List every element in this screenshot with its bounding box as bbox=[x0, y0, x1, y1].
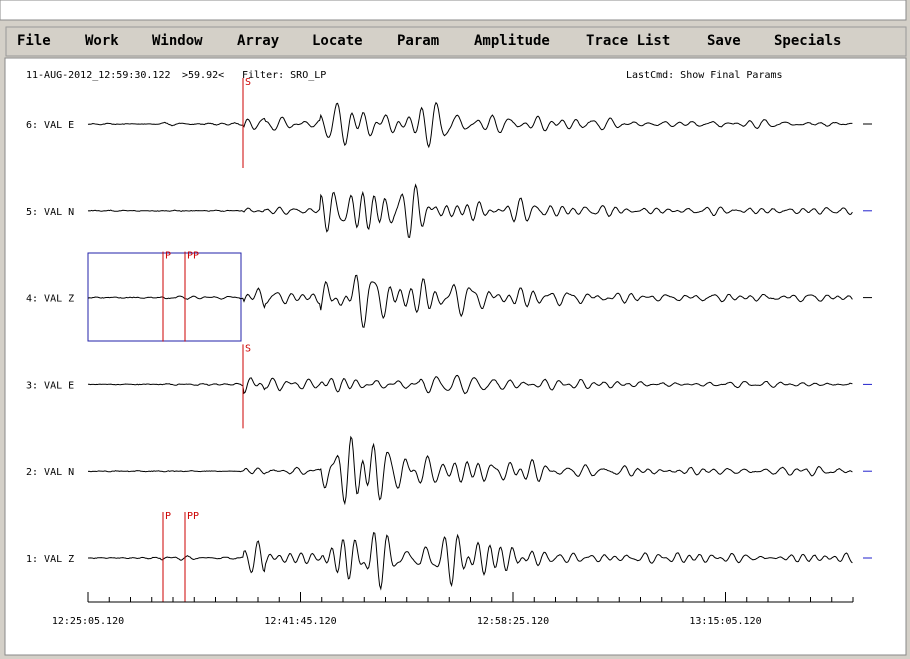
waveform bbox=[87, 183, 853, 239]
waveform bbox=[87, 374, 853, 395]
trace-label: 5: VAL N bbox=[26, 207, 74, 218]
time-label: 12:25:05.120 bbox=[52, 616, 124, 627]
status-filter: Filter: SRO_LP bbox=[242, 70, 326, 81]
waveform bbox=[87, 274, 853, 328]
time-label: 12:58:25.120 bbox=[477, 616, 549, 627]
status-marker: >59.92< bbox=[182, 70, 224, 81]
title-bar bbox=[0, 0, 907, 21]
trace-label: 1: VAL Z bbox=[26, 554, 74, 565]
trace-label: 2: VAL N bbox=[26, 467, 74, 478]
phase-label: S bbox=[245, 77, 251, 88]
trace-label: 3: VAL E bbox=[26, 380, 74, 391]
trace-area bbox=[4, 57, 907, 656]
phase-label: PP bbox=[187, 511, 199, 522]
menu-item[interactable]: Amplitude bbox=[474, 33, 550, 49]
phase-label: P bbox=[165, 511, 171, 522]
menu-bar bbox=[5, 26, 907, 57]
status-time: 11-AUG-2012_12:59:30.122 bbox=[26, 70, 171, 81]
time-label: 12:41:45.120 bbox=[264, 616, 336, 627]
waveform bbox=[87, 435, 853, 506]
phase-label: S bbox=[245, 343, 251, 354]
menu-item[interactable]: Trace List bbox=[586, 33, 670, 49]
menu-item[interactable]: Param bbox=[397, 33, 439, 49]
menu-item[interactable]: Window bbox=[152, 33, 203, 49]
menu-item[interactable]: Locate bbox=[312, 33, 363, 49]
phase-label: P bbox=[165, 251, 171, 262]
selection-box bbox=[87, 252, 242, 342]
menu-item[interactable]: File bbox=[17, 33, 51, 49]
waveform bbox=[87, 101, 853, 149]
menu-item[interactable]: Specials bbox=[774, 33, 841, 49]
trace-label: 4: VAL Z bbox=[26, 294, 74, 305]
phase-label: PP bbox=[187, 251, 199, 262]
menu-item[interactable]: Array bbox=[237, 33, 280, 49]
trace-label: 6: VAL E bbox=[26, 120, 74, 131]
status-last-cmd: LastCmd: Show Final Params bbox=[626, 70, 783, 81]
waveform bbox=[88, 532, 853, 591]
menu-item[interactable]: Work bbox=[85, 33, 119, 49]
menu-item[interactable]: Save bbox=[707, 33, 741, 49]
time-label: 13:15:05.120 bbox=[689, 616, 761, 627]
